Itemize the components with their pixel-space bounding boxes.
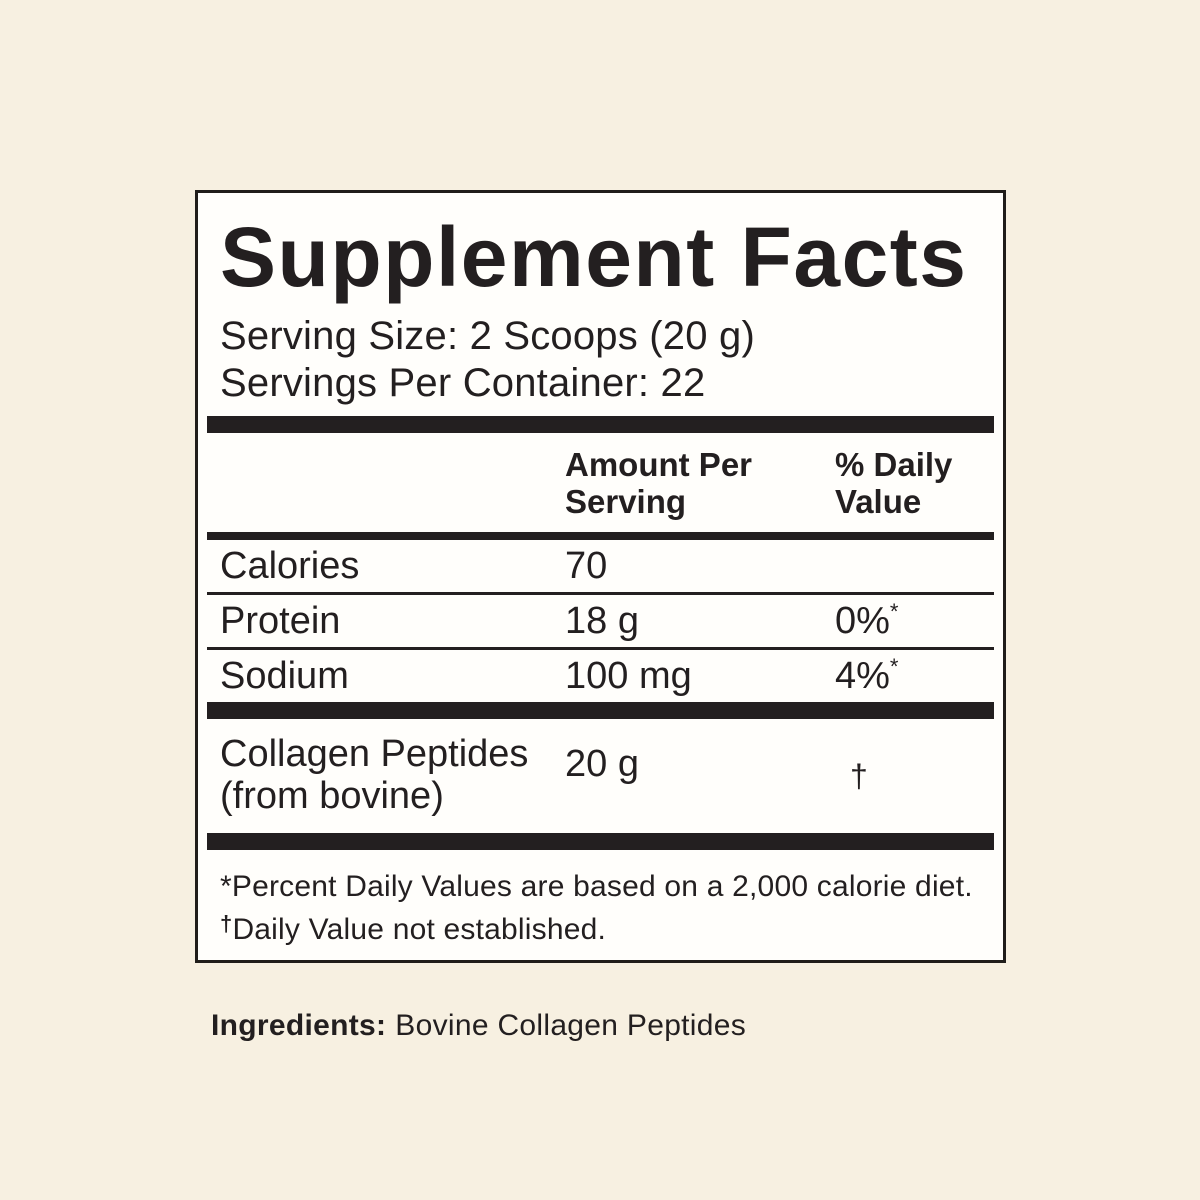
footnote-asterisk-marker: *: [220, 870, 232, 903]
divider-thick-middle: [207, 702, 994, 719]
nutrient-dv: 4%*: [835, 654, 899, 697]
ingredients-line: Ingredients: Bovine Collagen Peptides: [211, 1009, 746, 1043]
serving-info: Serving Size: 2 Scoops (20 g) Servings P…: [220, 313, 1003, 407]
table-row-calories: Calories 70: [207, 540, 994, 592]
table-row-collagen-peptides: Collagen Peptides (from bovine) 20 g †: [207, 719, 994, 833]
nutrient-amount: 18 g: [565, 600, 639, 642]
nutrient-amount: 100 mg: [565, 655, 692, 697]
label-title: Supplement Facts: [220, 210, 968, 304]
servings-per-container-line: Servings Per Container: 22: [220, 361, 706, 405]
facts-table: Amount Per Serving % Daily Value Calorie…: [207, 416, 994, 948]
footnote-daily-value: †Daily Value not established.: [220, 911, 607, 946]
nutrient-name-line1: Collagen Peptides: [220, 733, 529, 775]
nutrient-name: Protein: [220, 600, 341, 642]
divider-thick-top: [207, 416, 994, 433]
nutrient-name-line2: (from bovine): [220, 775, 444, 817]
footnote-percent-dv: *Percent Daily Values are based on a 2,0…: [220, 870, 973, 903]
dv-asterisk: *: [889, 599, 899, 624]
table-row-protein: Protein 18 g 0%*: [207, 592, 994, 647]
supplement-facts-label: Supplement Facts Serving Size: 2 Scoops …: [195, 190, 1006, 963]
nutrient-dv-dagger: †: [850, 758, 868, 794]
nutrient-amount: 70: [565, 545, 608, 587]
footnotes: *Percent Daily Values are based on a 2,0…: [207, 850, 994, 948]
ingredients-text: Bovine Collagen Peptides: [395, 1009, 747, 1042]
serving-size-line: Serving Size: 2 Scoops (20 g): [220, 314, 755, 358]
nutrient-amount: 20 g: [565, 743, 639, 785]
nutrient-name: Calories: [220, 545, 360, 587]
header-percent-daily-value: % Daily Value: [835, 446, 953, 520]
nutrient-name: Sodium: [220, 655, 349, 697]
header-nutrient-spacer: [220, 446, 565, 520]
table-header-row: Amount Per Serving % Daily Value: [207, 433, 994, 532]
ingredients-label: Ingredients:: [211, 1009, 387, 1042]
divider-thick-bottom: [207, 833, 994, 850]
divider-medium-header: [207, 532, 994, 540]
nutrient-dv: [835, 546, 994, 586]
footnote-dagger-marker: †: [220, 911, 233, 936]
dv-asterisk: *: [889, 654, 899, 679]
header-amount-per-serving: Amount Per Serving: [565, 446, 753, 520]
table-row-sodium: Sodium 100 mg 4%*: [207, 647, 994, 702]
nutrient-name: Collagen Peptides (from bovine): [220, 733, 565, 817]
nutrient-dv: 0%*: [835, 599, 899, 642]
